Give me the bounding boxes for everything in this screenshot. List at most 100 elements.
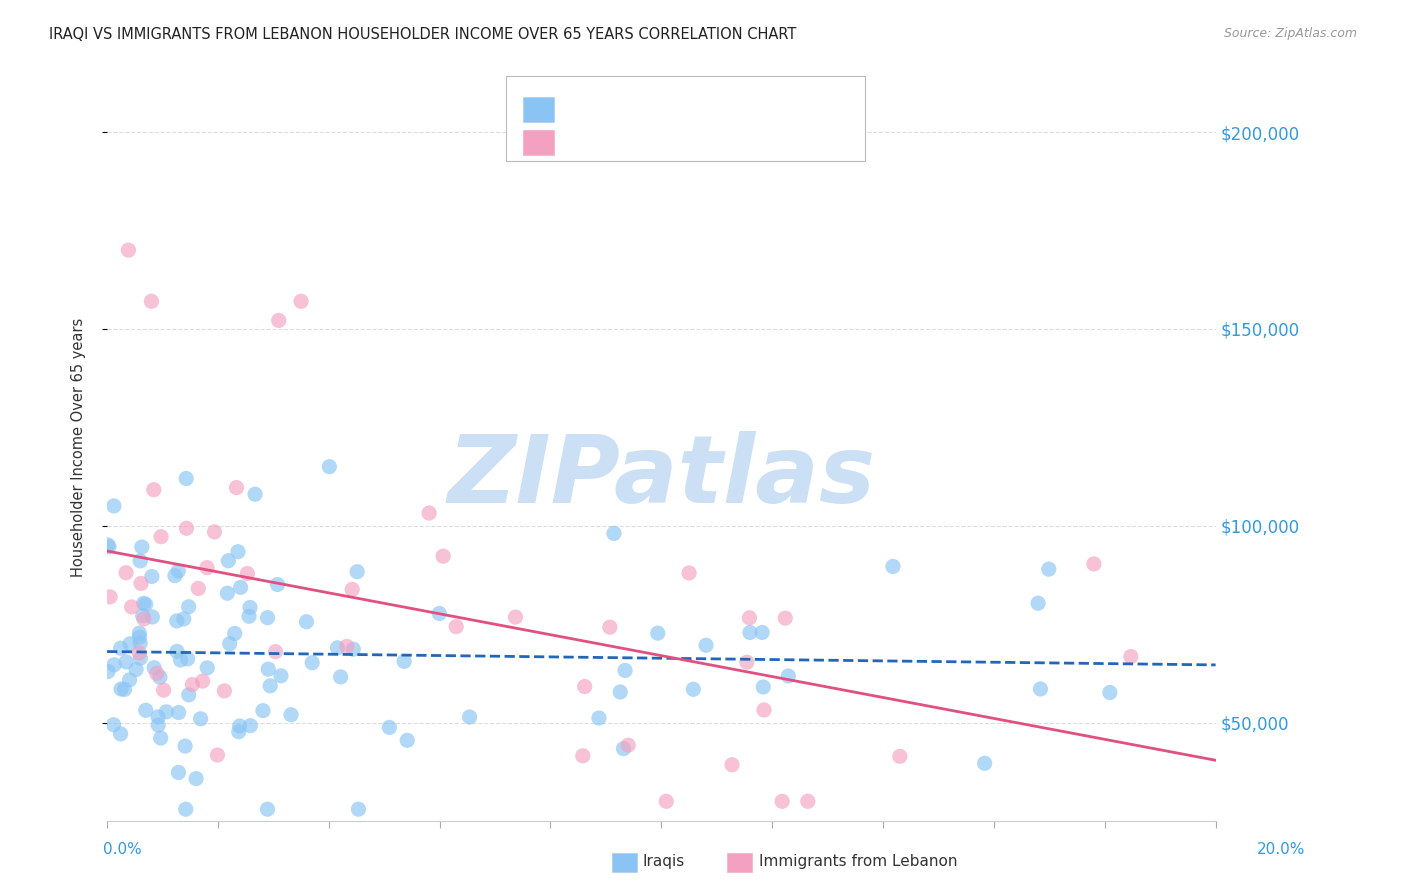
Point [141,610,163,624]
Point [505,610,527,624]
Point [326,640,349,655]
Point [115,566,138,580]
Point [97,665,120,679]
Point [738,611,761,625]
Point [174,802,197,816]
Point [259,679,281,693]
Point [129,636,152,650]
Text: Iraqis: Iraqis [643,855,685,869]
Point [290,294,312,309]
Point [141,294,163,309]
Point [128,626,150,640]
Text: -0.193: -0.193 [600,132,654,150]
Point [238,609,260,624]
Point [195,560,218,574]
Point [392,654,415,668]
Point [176,652,198,666]
Point [770,794,793,808]
Point [617,738,640,752]
Text: N =: N = [681,132,711,150]
Point [318,459,340,474]
Point [146,666,169,681]
Point [256,610,278,624]
Point [295,615,318,629]
Text: Immigrants from Lebanon: Immigrants from Lebanon [759,855,957,869]
Point [103,657,125,672]
Point [882,559,904,574]
Point [1026,596,1049,610]
Point [135,703,157,717]
Point [167,564,190,578]
Point [110,681,132,696]
Point [432,549,454,563]
Point [1119,649,1142,664]
Point [612,741,634,756]
Point [121,599,143,614]
Point [114,682,136,697]
Point [131,608,153,623]
Point [191,674,214,689]
Text: -0.062: -0.062 [600,99,654,117]
Point [396,733,419,747]
Point [603,526,626,541]
Point [418,506,440,520]
Point [889,749,911,764]
Point [204,524,226,539]
Point [236,566,259,581]
Text: R =: R = [568,132,605,150]
Point [103,717,125,731]
Point [224,626,246,640]
Point [1029,681,1052,696]
Point [342,642,364,657]
Point [207,747,229,762]
Point [301,656,323,670]
Point [778,669,800,683]
Point [177,599,200,614]
Point [143,661,166,675]
Point [609,685,631,699]
Point [103,499,125,513]
Point [167,706,190,720]
Point [574,680,596,694]
Point [110,727,132,741]
Point [267,313,290,327]
Point [128,630,150,644]
Point [458,710,481,724]
Text: 100: 100 [717,99,748,117]
Point [973,756,995,771]
Point [98,590,121,604]
Point [195,661,218,675]
Point [228,719,250,733]
Point [118,673,141,687]
Point [256,802,278,816]
Point [572,748,595,763]
Point [588,711,610,725]
Point [167,765,190,780]
Point [647,626,669,640]
Point [252,704,274,718]
Point [243,487,266,501]
Point [336,640,359,654]
Point [181,677,204,691]
Point [97,540,120,554]
Point [163,568,186,582]
Point [378,720,401,734]
Point [695,638,717,652]
Point [176,521,198,535]
Point [148,718,170,732]
Point [738,625,761,640]
Text: IRAQI VS IMMIGRANTS FROM LEBANON HOUSEHOLDER INCOME OVER 65 YEARS CORRELATION CH: IRAQI VS IMMIGRANTS FROM LEBANON HOUSEHO… [49,27,797,42]
Point [110,641,132,656]
Point [187,582,209,596]
Text: 20.0%: 20.0% [1257,842,1305,856]
Point [280,707,302,722]
Point [217,586,239,600]
Point [184,772,207,786]
Point [129,576,152,591]
Point [177,688,200,702]
Point [166,644,188,658]
Point [150,530,173,544]
Point [141,569,163,583]
Point [257,662,280,676]
Point [751,625,773,640]
